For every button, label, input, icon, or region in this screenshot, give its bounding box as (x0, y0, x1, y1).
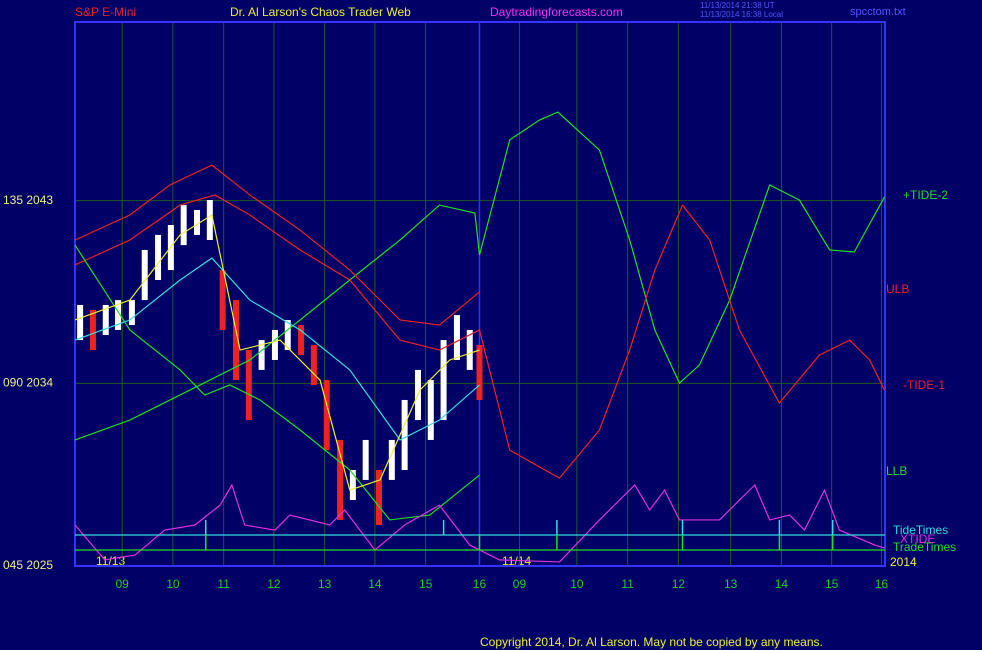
price-bar (453, 315, 460, 360)
filename: spcctom.txt (850, 6, 906, 18)
price-bar (219, 270, 226, 330)
series-line (74, 257, 480, 441)
price-bar (362, 439, 369, 480)
price-bar (155, 234, 162, 280)
chart-title: Dr. Al Larson's Chaos Trader Web (230, 5, 411, 19)
price-bar (232, 300, 239, 381)
price-bar (466, 329, 473, 370)
series-line (74, 111, 886, 441)
series-label: LLB (886, 464, 907, 478)
x-tick-label: 09 (513, 577, 527, 591)
price-bar (376, 469, 383, 525)
series-label: +TIDE-2 (903, 188, 948, 202)
x-tick-label: 13 (724, 577, 738, 591)
timestamp: 11/13/2014 16:38 Local (700, 10, 783, 19)
price-bar (427, 380, 434, 440)
price-bar (440, 340, 447, 421)
price-bar (476, 344, 483, 400)
instrument: S&P E-Mini (75, 5, 136, 19)
plot-frame (74, 21, 886, 567)
price-bar (388, 439, 395, 480)
x-tick-label: 11 (217, 577, 230, 591)
series-label: ULB (886, 282, 909, 296)
x-tick-label: 14 (775, 577, 789, 591)
x-tick-label: 11 (621, 577, 634, 591)
price-bar (323, 380, 330, 451)
y-tick-label: 090 2034 (3, 375, 53, 389)
series-label: XTIDE (900, 532, 935, 546)
marker-label: TradeTimes (893, 540, 956, 554)
timestamp: 11/13/2014 21:38 UT (700, 1, 775, 10)
price-bar (141, 249, 148, 301)
price-bar (258, 340, 265, 370)
x-tick-label: 12 (267, 577, 281, 591)
series-line (74, 483, 885, 563)
price-bar (102, 304, 109, 336)
price-bar (77, 304, 84, 341)
x-tick-label: 15 (419, 577, 433, 591)
price-bar (401, 399, 408, 470)
copyright: Copyright 2014, Dr. Al Larson. May not b… (480, 635, 823, 649)
y-tick-label: 135 2043 (3, 193, 53, 207)
x-tick-label: 16 (875, 577, 889, 591)
x-tick-label: 12 (672, 577, 686, 591)
x-tick-label: 14 (368, 577, 382, 591)
price-bar (180, 205, 187, 246)
x-tick-label: 10 (166, 577, 180, 591)
x-tick-label: 16 (473, 577, 487, 591)
price-bar (89, 310, 96, 351)
marker-label: TideTimes (893, 523, 948, 537)
series-line (74, 164, 480, 326)
date-label: 2014 (890, 555, 917, 569)
price-bar (349, 469, 356, 501)
price-bar (245, 350, 252, 421)
price-bar (284, 319, 291, 351)
series-label: -TIDE-1 (903, 378, 945, 392)
price-bar (115, 300, 122, 330)
x-tick-label: 13 (318, 577, 332, 591)
price-bar (271, 329, 278, 360)
website: Daytradingforecasts.com (490, 5, 623, 19)
price-bar (194, 209, 201, 235)
x-tick-label: 09 (115, 577, 129, 591)
price-bar (206, 200, 213, 241)
x-tick-label: 15 (825, 577, 839, 591)
y-tick-label: 045 2025 (3, 558, 53, 572)
price-bar (128, 300, 135, 326)
price-bar (310, 344, 317, 385)
price-bar (337, 439, 344, 520)
price-bar (298, 325, 305, 356)
series-line (74, 194, 886, 479)
date-label: 11/14 (502, 554, 531, 568)
x-tick-label: 10 (570, 577, 584, 591)
series-line (74, 244, 480, 521)
series-line (74, 214, 480, 491)
